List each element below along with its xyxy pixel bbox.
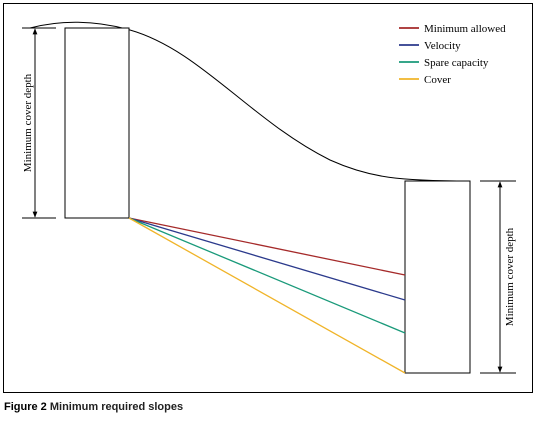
caption-label: Figure 2 <box>4 401 47 413</box>
right-manhole <box>404 180 471 374</box>
depth-label: Minimum cover depth <box>22 73 34 172</box>
slope-line <box>128 217 406 334</box>
legend-label: Velocity <box>424 40 461 52</box>
depth-label: Minimum cover depth <box>504 227 516 326</box>
left-manhole <box>64 27 130 219</box>
slope-line <box>128 217 406 276</box>
legend-label: Cover <box>424 74 451 86</box>
right-dimension <box>480 180 516 374</box>
slope-lines <box>128 217 406 374</box>
legend-label: Minimum allowed <box>424 23 506 35</box>
caption: Figure 2 Minimum required slopes <box>4 401 183 413</box>
slope-line <box>128 217 406 301</box>
legend-label: Spare capacity <box>424 57 489 69</box>
slope-line <box>128 217 406 374</box>
left-dimension <box>22 27 56 219</box>
legend: Minimum allowed Velocity Spare capacity Cov… <box>399 23 506 86</box>
figure-frame <box>3 3 533 393</box>
caption-title: Minimum required slopes <box>50 401 183 413</box>
ground-profile <box>29 21 471 182</box>
